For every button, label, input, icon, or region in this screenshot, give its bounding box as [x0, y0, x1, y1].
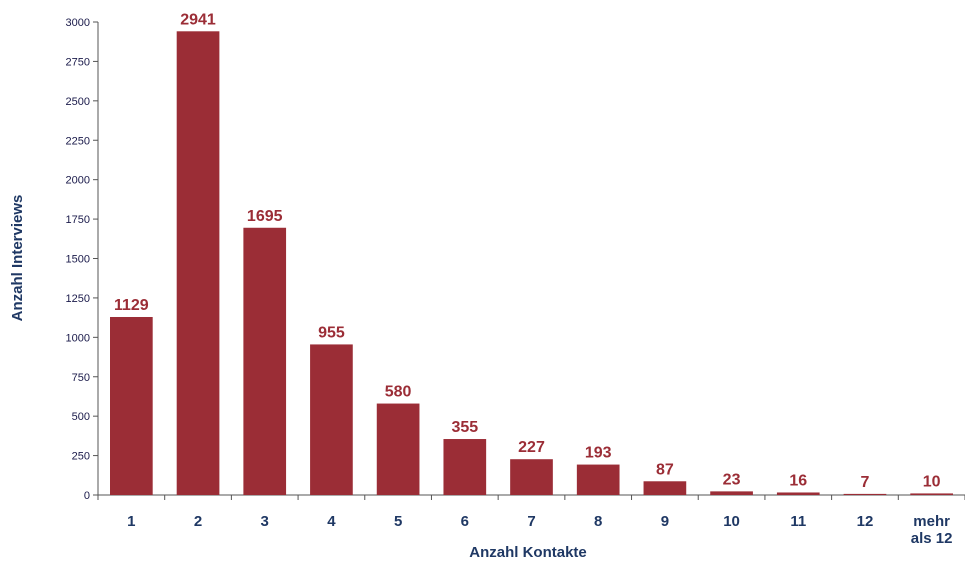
y-tick-label: 500 — [72, 411, 90, 423]
x-tick-label: 11 — [790, 513, 806, 530]
y-tick-label: 750 — [72, 372, 90, 384]
y-tick-label: 1250 — [66, 293, 90, 305]
x-tick-label: 1 — [127, 513, 135, 530]
bar — [243, 227, 287, 495]
data-label: 10 — [923, 473, 941, 490]
bar — [376, 403, 420, 495]
x-tick-label: 9 — [661, 513, 669, 530]
bar — [310, 344, 353, 495]
data-labels: 1129 2941 1695 955 580 355 227 193 87 23 16 7 10 — [114, 11, 941, 491]
data-label: 955 — [318, 324, 345, 341]
x-tick-label: 8 — [594, 513, 602, 530]
bar — [110, 316, 153, 495]
y-tick-label: 1750 — [66, 214, 90, 226]
bar — [510, 459, 553, 495]
data-label: 7 — [861, 474, 870, 491]
x-tick-label: 10 — [723, 513, 740, 530]
data-label: 2941 — [180, 11, 216, 28]
bar — [710, 491, 753, 495]
x-tick-label: 7 — [527, 513, 535, 530]
y-tick-labels: 0 250 500 750 1000 1250 1500 1750 2000 2250 2500 27… — [66, 17, 98, 502]
y-axis-title: Anzahl Interviews — [9, 195, 26, 322]
x-axis-title: Anzahl Kontakte — [469, 544, 587, 561]
x-tick-label: 5 — [394, 513, 402, 530]
y-tick-label: 250 — [72, 451, 90, 463]
y-tick-label: 2000 — [66, 175, 90, 187]
y-tick-label: 2750 — [66, 56, 90, 68]
x-tick-label: 12 — [857, 513, 874, 530]
data-label: 355 — [451, 419, 478, 436]
y-tick-label: 1000 — [66, 332, 90, 344]
x-tick-label: 2 — [194, 513, 202, 530]
bar — [843, 493, 887, 495]
y-tick-label: 1500 — [66, 254, 90, 266]
data-label: 580 — [385, 384, 412, 401]
y-axis: 0 250 500 750 1000 1250 1500 1750 2000 2250 2500 27… — [66, 17, 99, 502]
data-label: 23 — [723, 471, 741, 488]
bar — [643, 481, 687, 495]
y-tick-label: 2250 — [66, 135, 90, 147]
x-tick-label: 4 — [327, 513, 336, 530]
y-tick-label: 0 — [84, 490, 90, 502]
x-tick-label: 6 — [461, 513, 469, 530]
data-label: 1695 — [247, 208, 283, 225]
bars — [110, 31, 953, 495]
data-label: 87 — [656, 461, 674, 478]
bar — [176, 31, 220, 495]
y-tick-label: 3000 — [66, 17, 90, 29]
bar — [776, 492, 820, 495]
x-tick-labels: 1 2 3 4 5 6 7 8 9 10 11 12 mehr als 12 — [97, 495, 965, 547]
x-tick-label: 3 — [261, 513, 269, 530]
bar — [443, 439, 487, 495]
data-label: 227 — [518, 439, 545, 456]
x-tick-label: mehr als 12 — [911, 513, 953, 547]
bar — [576, 464, 620, 495]
data-label: 16 — [789, 472, 807, 489]
x-axis: 1 2 3 4 5 6 7 8 9 10 11 12 mehr als 12 — [97, 494, 965, 547]
y-tick-label: 2500 — [66, 96, 90, 108]
data-label: 193 — [585, 445, 612, 462]
data-label: 1129 — [114, 297, 149, 314]
bar — [910, 493, 953, 495]
